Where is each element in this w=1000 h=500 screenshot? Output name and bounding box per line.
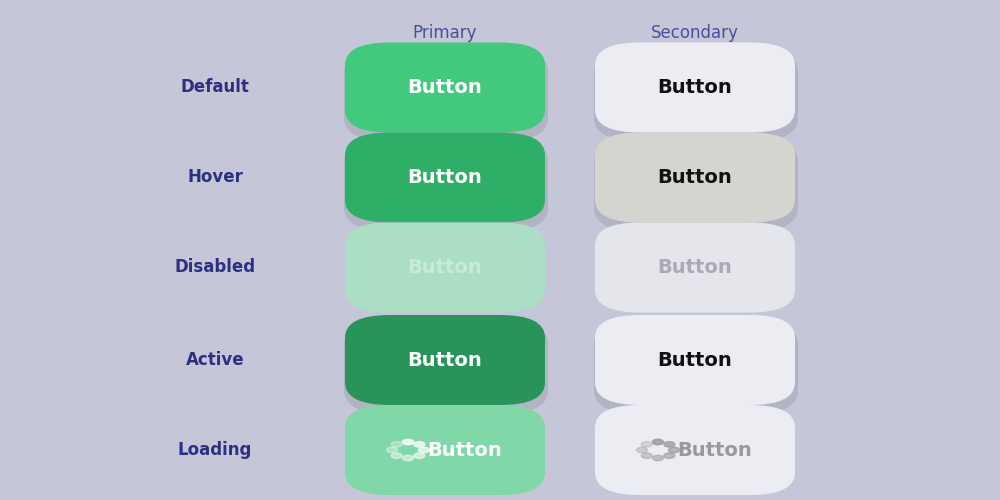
Text: Button: Button: [658, 168, 732, 187]
FancyBboxPatch shape: [344, 138, 548, 232]
FancyBboxPatch shape: [345, 132, 545, 222]
Circle shape: [652, 455, 664, 461]
Circle shape: [641, 453, 652, 458]
Text: Secondary: Secondary: [651, 24, 739, 42]
Circle shape: [641, 442, 652, 447]
Circle shape: [414, 453, 425, 458]
Text: Default: Default: [181, 78, 249, 96]
Text: Hover: Hover: [187, 168, 243, 186]
Circle shape: [664, 442, 675, 447]
Circle shape: [668, 447, 680, 453]
FancyBboxPatch shape: [345, 222, 545, 312]
FancyBboxPatch shape: [344, 320, 548, 414]
FancyBboxPatch shape: [595, 315, 795, 405]
Text: Button: Button: [408, 168, 482, 187]
FancyBboxPatch shape: [594, 320, 798, 414]
FancyBboxPatch shape: [595, 132, 795, 222]
Text: Disabled: Disabled: [174, 258, 256, 276]
FancyBboxPatch shape: [345, 405, 545, 495]
Circle shape: [664, 453, 675, 458]
Text: Button: Button: [408, 350, 482, 370]
Text: Button: Button: [408, 78, 482, 97]
Circle shape: [391, 453, 402, 458]
Circle shape: [403, 455, 414, 461]
FancyBboxPatch shape: [595, 222, 795, 312]
FancyBboxPatch shape: [345, 42, 545, 132]
FancyBboxPatch shape: [594, 138, 798, 232]
Circle shape: [403, 440, 414, 445]
Text: Loading: Loading: [178, 441, 252, 459]
Circle shape: [414, 442, 425, 447]
FancyBboxPatch shape: [345, 315, 545, 405]
Circle shape: [636, 447, 648, 453]
FancyBboxPatch shape: [595, 405, 795, 495]
Circle shape: [391, 442, 402, 447]
Text: Primary: Primary: [413, 24, 477, 42]
Text: Button: Button: [658, 78, 732, 97]
Circle shape: [419, 447, 430, 453]
Text: Button: Button: [408, 258, 482, 277]
FancyBboxPatch shape: [595, 42, 795, 132]
Circle shape: [652, 440, 664, 445]
Text: Button: Button: [658, 258, 732, 277]
Text: Button: Button: [678, 440, 752, 460]
Text: Active: Active: [186, 351, 244, 369]
Circle shape: [386, 447, 398, 453]
FancyBboxPatch shape: [594, 48, 798, 142]
Text: Button: Button: [428, 440, 502, 460]
FancyBboxPatch shape: [344, 48, 548, 142]
Text: Button: Button: [658, 350, 732, 370]
